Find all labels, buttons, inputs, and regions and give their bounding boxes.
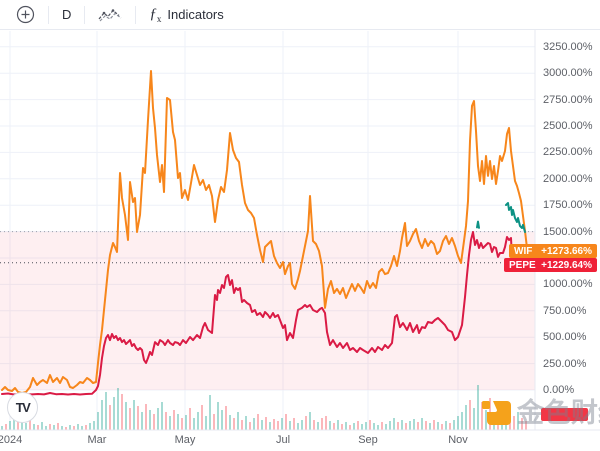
price-scale-tick: 2750.00% <box>543 93 593 106</box>
price-scale-tick: 2500.00% <box>543 120 593 132</box>
add-symbol-button[interactable] <box>6 3 45 27</box>
price-scale-tick: 2250.00% <box>543 146 593 159</box>
price-scale-tick: 1750.00% <box>543 199 593 212</box>
top-toolbar: D ƒx Indicators <box>0 0 600 30</box>
tradingview-logo-text: TV <box>15 400 31 415</box>
plus-circle-icon <box>16 5 35 24</box>
price-scale-tick: 1500.00% <box>543 225 593 238</box>
time-scale-tick: 2024 <box>0 434 23 446</box>
chart-style-button[interactable] <box>88 3 132 27</box>
interval-label: D <box>62 7 72 22</box>
wif-change-value: +1273.66% <box>541 245 592 257</box>
pepe-value-badge: PEPE +1229.64% <box>504 258 597 272</box>
price-scale-tick: 2000.00% <box>543 172 593 185</box>
pepe-change-value: +1229.64% <box>541 259 592 271</box>
interval-button[interactable]: D <box>52 3 81 27</box>
indicators-button[interactable]: ƒx Indicators <box>139 3 233 27</box>
wif-value-badge: WIF +1273.66% <box>509 244 597 258</box>
time-scale-tick: Jul <box>275 434 291 446</box>
time-scale-tick: Mar <box>87 434 107 446</box>
price-scale-tick: 750.00% <box>543 304 587 317</box>
line-chart-style-icon <box>98 8 122 21</box>
toolbar-separator <box>84 5 86 24</box>
toolbar-separator <box>48 5 49 24</box>
indicators-label: Indicators <box>167 7 224 22</box>
fx-icon: ƒx <box>149 5 162 24</box>
price-scale-tick: 500.00% <box>543 331 587 344</box>
pepe-symbol: PEPE <box>509 259 536 271</box>
toolbar-separator <box>135 5 137 24</box>
time-scale-tick: Sep <box>358 434 378 446</box>
jinse-logo-icon <box>482 401 511 425</box>
price-scale-tick: 0.00% <box>543 384 575 396</box>
price-scale-tick: 1000.00% <box>543 278 593 291</box>
volume-value-badge <box>541 408 588 421</box>
time-scale-tick: Nov <box>448 434 468 446</box>
price-scale-tick: 3000.00% <box>543 67 593 80</box>
tradingview-logo[interactable]: TV <box>7 392 38 423</box>
jinse-watermark-text: 金色财经 <box>517 398 600 428</box>
jinse-watermark: 金色财经 <box>481 397 600 429</box>
time-scale-tick: May <box>174 434 196 446</box>
price-scale-tick: 3250.00% <box>543 40 593 53</box>
wif-symbol: WIF <box>514 245 533 257</box>
price-scale-tick: 250.00% <box>543 357 587 370</box>
